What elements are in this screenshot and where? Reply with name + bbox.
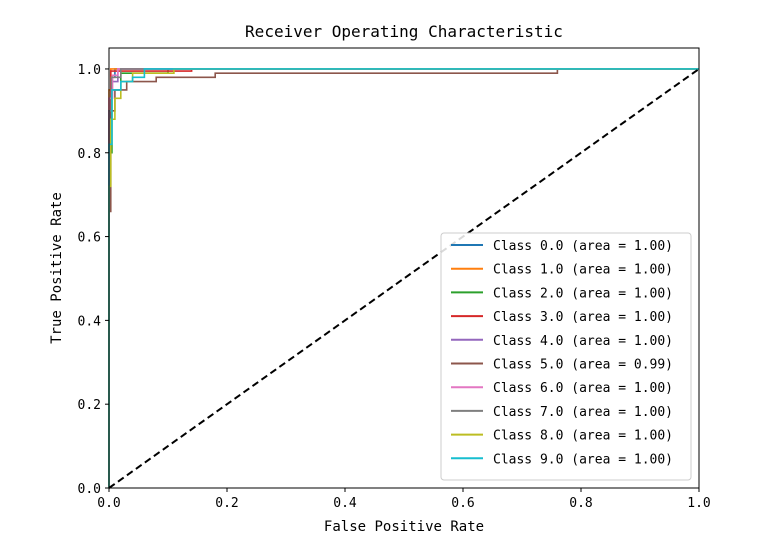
x-tick-label: 0.8 [569, 496, 592, 511]
y-tick-label: 0.4 [78, 314, 102, 329]
legend-label-3: Class 3.0 (area = 1.00) [493, 310, 673, 325]
legend-label-1: Class 1.0 (area = 1.00) [493, 263, 673, 278]
y-axis-ticks: 0.0 0.2 0.4 0.6 0.8 1.0 [78, 63, 109, 497]
x-tick-label: 0.0 [97, 496, 120, 511]
x-tick-label: 0.6 [451, 496, 474, 511]
y-tick-label: 0.8 [78, 147, 101, 162]
x-tick-label: 0.4 [333, 496, 357, 511]
legend-label-7: Class 7.0 (area = 1.00) [493, 405, 673, 420]
chart-title: Receiver Operating Characteristic [245, 22, 563, 41]
y-tick-label: 0.0 [78, 482, 101, 497]
plot-area-frame [108, 47, 700, 489]
x-axis-ticks: 0.0 0.2 0.4 0.6 0.8 1.0 [97, 488, 711, 511]
legend-box [440, 232, 692, 481]
legend-label-6: Class 6.0 (area = 1.00) [493, 381, 673, 396]
y-axis-label: True Positive Rate [49, 192, 65, 344]
series-line-8 [108, 68, 699, 488]
x-tick-label: 0.2 [215, 496, 238, 511]
x-axis-label: False Positive Rate [324, 519, 484, 535]
legend-label-5: Class 5.0 (area = 0.99) [493, 358, 673, 373]
legend-label-0: Class 0.0 (area = 1.00) [493, 239, 673, 254]
legend: Class 0.0 (area = 1.00) Class 1.0 (area =… [440, 232, 692, 481]
legend-label-2: Class 2.0 (area = 1.00) [493, 286, 673, 301]
legend-label-4: Class 4.0 (area = 1.00) [493, 334, 673, 349]
legend-label-8: Class 8.0 (area = 1.00) [493, 429, 673, 444]
series-line-9 [108, 68, 699, 488]
legend-label-9: Class 9.0 (area = 1.00) [493, 452, 673, 467]
y-tick-label: 1.0 [78, 63, 101, 78]
y-tick-label: 0.6 [78, 231, 101, 246]
x-tick-label: 1.0 [687, 496, 710, 511]
y-tick-label: 0.2 [78, 398, 101, 413]
